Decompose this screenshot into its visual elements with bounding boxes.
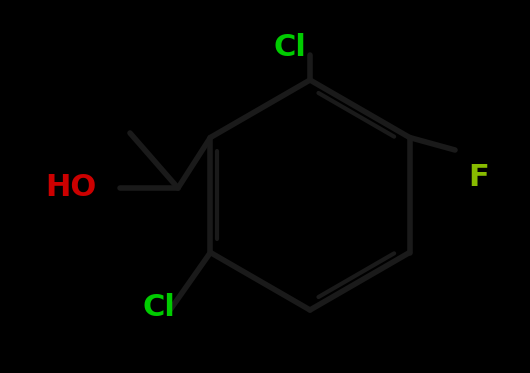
Text: F: F [468, 163, 489, 192]
Text: Cl: Cl [143, 294, 176, 323]
Text: Cl: Cl [273, 32, 306, 62]
Text: HO: HO [45, 173, 96, 203]
